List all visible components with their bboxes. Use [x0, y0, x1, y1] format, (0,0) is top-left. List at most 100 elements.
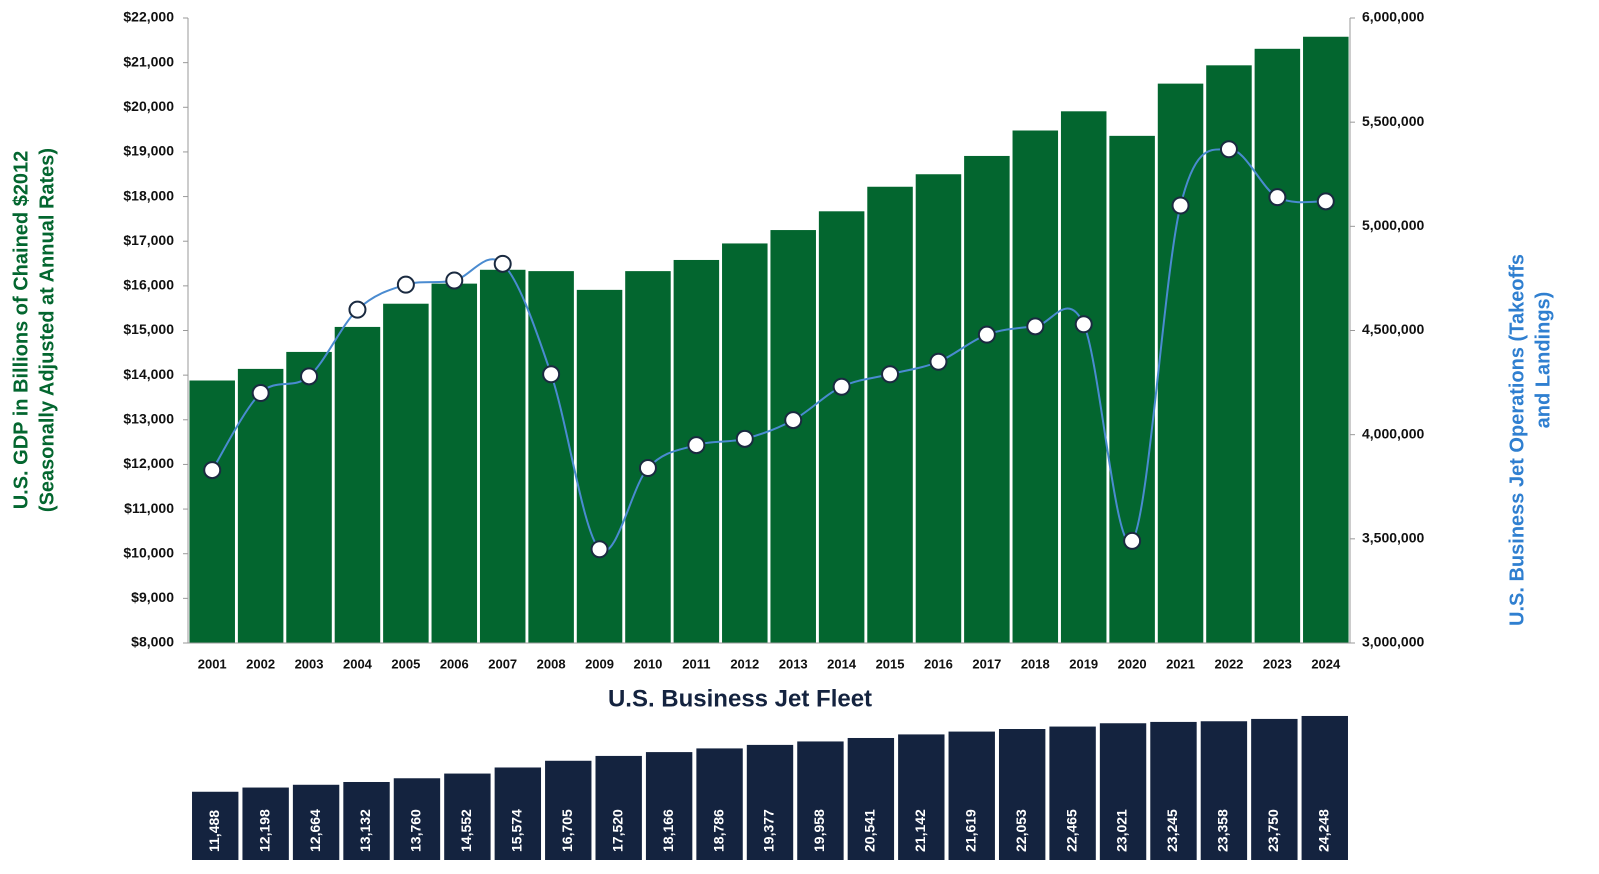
marker — [1268, 188, 1287, 207]
value-label: 24,248 — [1315, 809, 1331, 852]
value-label: 17,520 — [609, 809, 625, 852]
y-tick-label: $9,000 — [131, 589, 174, 605]
y-tick-label: $13,000 — [123, 410, 174, 426]
marker — [687, 436, 706, 455]
value-label: 22,465 — [1063, 809, 1079, 852]
bar — [189, 380, 235, 643]
bar — [818, 211, 865, 643]
x-tick-label: 2016 — [924, 656, 953, 671]
bar — [1099, 723, 1147, 860]
value-label: 23,245 — [1164, 809, 1180, 852]
bar — [1012, 130, 1059, 643]
bar — [237, 368, 284, 643]
value-label: 23,358 — [1215, 809, 1231, 852]
fleet-title: U.S. Business Jet Fleet — [608, 685, 872, 712]
marker — [638, 459, 657, 477]
x-tick-label: 2009 — [585, 656, 614, 671]
bar — [1251, 718, 1298, 860]
x-tick-label: 2020 — [1118, 656, 1147, 671]
marker — [348, 300, 367, 319]
value-label: 19,958 — [811, 809, 827, 852]
value-label: 22,053 — [1013, 809, 1029, 852]
marker — [977, 325, 996, 344]
marker — [300, 367, 319, 386]
bar — [746, 744, 794, 860]
bar — [696, 748, 743, 860]
marker — [396, 275, 415, 294]
x-tick-label: 2002 — [246, 656, 275, 671]
y-tick-label: $18,000 — [123, 187, 174, 203]
bar — [915, 174, 962, 643]
y2-axis-label: and Landings) — [1532, 292, 1554, 429]
marker — [203, 461, 222, 480]
bar — [948, 731, 995, 860]
x-tick-label: 2013 — [779, 656, 808, 671]
y2-tick-label: 3,500,000 — [1362, 530, 1424, 546]
marker — [1074, 315, 1093, 334]
y-tick-label: $14,000 — [123, 366, 174, 382]
bar — [1303, 36, 1349, 643]
y2-axis-label: U.S. Business Jet Operations (Takeoffs — [1506, 254, 1528, 626]
x-tick-label: 2011 — [682, 656, 710, 671]
bar — [847, 737, 895, 860]
y-tick-label: $21,000 — [123, 53, 174, 69]
y-tick-label: $22,000 — [123, 9, 174, 25]
marker — [493, 254, 512, 273]
marker — [735, 429, 754, 448]
bar — [431, 283, 478, 643]
marker — [590, 540, 609, 559]
x-tick-label: 2006 — [440, 656, 469, 671]
x-tick-label: 2014 — [827, 656, 857, 671]
value-label: 19,377 — [761, 809, 777, 852]
value-label: 21,142 — [912, 809, 928, 852]
bar — [1301, 715, 1348, 860]
x-tick-label: 2017 — [972, 656, 1001, 671]
value-label: 18,166 — [660, 809, 676, 852]
y-axis-label: U.S. GDP in Billions of Chained $2012 — [10, 151, 32, 510]
bar — [898, 734, 945, 860]
marker — [1171, 196, 1190, 215]
marker — [784, 411, 803, 430]
y-tick-label: $19,000 — [123, 143, 174, 159]
x-tick-label: 2018 — [1021, 656, 1050, 671]
marker — [445, 271, 464, 290]
bar — [998, 729, 1046, 860]
bar — [770, 230, 816, 643]
x-tick-label: 2001 — [198, 656, 227, 671]
bar — [1049, 726, 1096, 860]
y-tick-label: $20,000 — [123, 98, 174, 114]
y2-tick-label: 4,000,000 — [1362, 425, 1424, 441]
y-tick-label: $15,000 — [123, 321, 174, 337]
y2-tick-label: 5,500,000 — [1362, 113, 1424, 129]
x-tick-label: 2023 — [1263, 656, 1292, 671]
bar — [494, 767, 542, 860]
x-tick-label: 2015 — [876, 656, 905, 671]
x-tick-label: 2021 — [1166, 656, 1195, 671]
y2-tick-label: 3,000,000 — [1362, 634, 1424, 650]
value-label: 21,619 — [962, 809, 978, 852]
bar — [1109, 135, 1155, 643]
value-label: 13,132 — [357, 809, 373, 852]
value-label: 13,760 — [408, 809, 424, 852]
y2-tick-label: 6,000,000 — [1362, 9, 1424, 25]
bar — [242, 787, 289, 860]
bar — [334, 326, 381, 643]
marker — [1026, 317, 1045, 336]
y2-tick-label: 4,500,000 — [1362, 321, 1424, 337]
x-tick-label: 2024 — [1311, 656, 1341, 671]
marker — [832, 377, 851, 396]
y-tick-label: $16,000 — [123, 277, 174, 293]
y-axis-label: (Seasonally Adjusted at Annual Rates) — [36, 148, 58, 512]
bar — [479, 269, 526, 643]
value-label: 18,786 — [710, 809, 726, 852]
y-tick-label: $8,000 — [131, 634, 174, 650]
value-label: 11,488 — [206, 810, 222, 852]
bar — [625, 271, 671, 643]
bar — [1060, 111, 1107, 643]
y-tick-label: $12,000 — [123, 455, 174, 471]
value-label: 12,664 — [307, 809, 323, 852]
marker — [881, 365, 900, 384]
value-label: 15,574 — [509, 809, 525, 852]
value-label: 16,705 — [559, 809, 575, 852]
